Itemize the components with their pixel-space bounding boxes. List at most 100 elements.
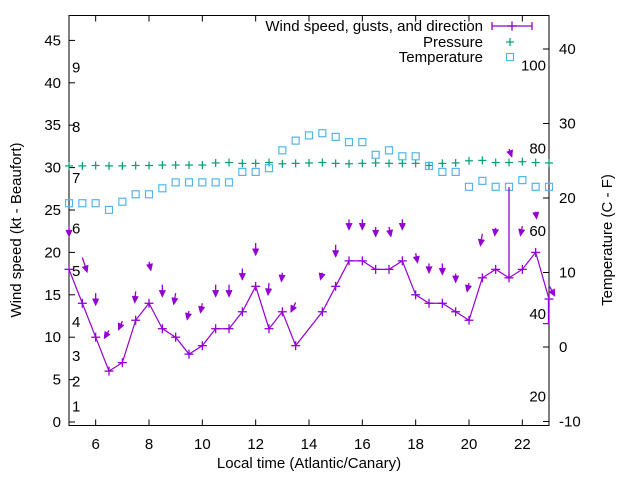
x-tick-label: 8: [145, 436, 153, 453]
temperature-marker: [291, 136, 300, 145]
temperature-marker: [211, 178, 220, 187]
legend-label-pressure: Pressure: [423, 34, 483, 51]
temperature-marker: [464, 182, 474, 191]
x-axis-title: Local time (Atlantic/Canary): [217, 455, 401, 472]
y-right-tick-label: 40: [559, 41, 576, 58]
wind-direction-arrowhead: [412, 255, 420, 265]
wind-direction-arrowhead: [438, 268, 446, 276]
temperature-marker: [438, 167, 447, 177]
fahrenheit-label: 60: [529, 223, 546, 240]
y-left-tick-label: 45: [44, 32, 61, 49]
y-left-tick-label: 40: [44, 75, 61, 92]
temperature-marker: [491, 182, 500, 191]
wind-direction-arrowhead: [103, 330, 111, 340]
temperature-marker: [158, 184, 167, 193]
temperature-marker: [398, 152, 407, 161]
temperature-marker: [144, 190, 154, 199]
y-right-tick-label: 30: [559, 116, 576, 133]
wind-direction-arrowhead: [185, 312, 193, 321]
legend: Wind speed, gusts, and directionPressure…: [265, 18, 533, 66]
wind-direction-arrowhead: [131, 295, 139, 304]
temperature-marker: [251, 167, 260, 177]
temperature-marker: [344, 138, 354, 147]
temperature-marker: [331, 132, 340, 142]
temperature-series: [64, 129, 554, 215]
wind-direction-arrowhead: [117, 322, 125, 331]
beaufort-label: 7: [72, 170, 80, 187]
temperature-marker: [264, 164, 274, 173]
beaufort-label: 3: [72, 348, 80, 365]
temperature-marker: [64, 199, 74, 208]
beaufort-label: 6: [72, 221, 80, 238]
temperature-marker: [238, 167, 247, 177]
y-left-tick-label: 35: [44, 117, 61, 134]
wind-direction-arrowhead: [532, 211, 540, 220]
beaufort-label: 2: [72, 373, 80, 390]
temperature-marker: [278, 146, 287, 155]
x-tick-label: 12: [247, 436, 264, 453]
wind-direction-arrowhead: [506, 149, 513, 158]
wind-direction-arrowhead: [92, 298, 100, 307]
beaufort-label: 9: [72, 60, 80, 77]
x-tick-label: 20: [461, 436, 478, 453]
fahrenheit-label: 80: [529, 140, 546, 157]
x-tick-label: 14: [301, 436, 318, 453]
wind-direction-arrowhead: [465, 284, 473, 293]
wind-direction-arrowhead: [491, 228, 500, 237]
y-left-tick-label: 5: [53, 372, 61, 389]
pressure-series: [65, 156, 554, 170]
beaufort-scale-labels: 1 2 3 4 5 6 7 8 9: [72, 60, 80, 416]
y-right-tick-label: -10: [559, 414, 581, 431]
wind-speed-line: [68, 251, 550, 373]
temperature-marker: [91, 199, 100, 208]
y-axis-left: 0 5 10 15 20 25 30 35 40 45 Wind speed (kt - Beauf…: [8, 32, 75, 431]
wind-series: [64, 148, 556, 376]
temperature-marker: [78, 199, 87, 208]
temperature-marker: [184, 178, 194, 187]
x-axis: 6 8 10 12 14 16 18 20 22 Local time (Atlantic/Can…: [91, 15, 531, 472]
wind-direction-arrowhead: [318, 272, 326, 281]
y-left-tick-label: 15: [44, 287, 61, 304]
wind-direction-arrowhead: [358, 223, 366, 231]
temperature-marker: [384, 146, 394, 155]
wind-direction-arrowhead: [290, 304, 298, 314]
temperature-marker: [198, 178, 207, 187]
beaufort-label: 1: [72, 399, 80, 416]
temperature-marker: [424, 161, 434, 171]
y-left-tick-label: 10: [44, 329, 61, 346]
wind-direction-arrowhead: [252, 248, 260, 257]
temperature-marker: [318, 129, 327, 138]
temperature-marker: [478, 176, 487, 185]
x-tick-label: 22: [514, 436, 531, 453]
plot-border: [68, 15, 550, 426]
wind-direction-arrowhead: [518, 228, 526, 237]
x-tick-label: 6: [91, 436, 99, 453]
temperature-marker: [224, 178, 234, 187]
wind-direction-arrowhead: [345, 223, 353, 231]
y-right-tick-label: 20: [559, 190, 576, 207]
wind-direction-arrowhead: [81, 264, 89, 274]
wind-direction-arrowhead: [372, 229, 380, 238]
x-tick-label: 16: [354, 436, 371, 453]
wind-direction-arrowhead: [65, 229, 73, 238]
fahrenheit-scale-labels: 20 40 60 80 100: [521, 58, 546, 406]
legend-label-wind: Wind speed, gusts, and direction: [265, 18, 483, 35]
temperature-marker: [171, 178, 180, 187]
x-tick-label: 10: [194, 436, 211, 453]
temperature-marker: [358, 138, 367, 147]
wind-direction-arrowhead: [386, 229, 394, 238]
beaufort-label: 5: [72, 263, 80, 280]
wind-direction-arrowhead: [332, 250, 340, 259]
temperature-marker: [451, 167, 460, 177]
legend-label-temperature: Temperature: [399, 49, 483, 66]
wind-direction-arrowhead: [145, 263, 153, 272]
temperature-marker: [118, 197, 127, 206]
wind-direction-arrowhead: [238, 273, 246, 281]
temperature-marker: [131, 190, 140, 199]
wind-direction-arrowhead: [278, 274, 286, 283]
legend-temperature-marker: [505, 52, 515, 62]
temperature-marker: [104, 205, 114, 215]
temperature-marker: [531, 182, 540, 191]
